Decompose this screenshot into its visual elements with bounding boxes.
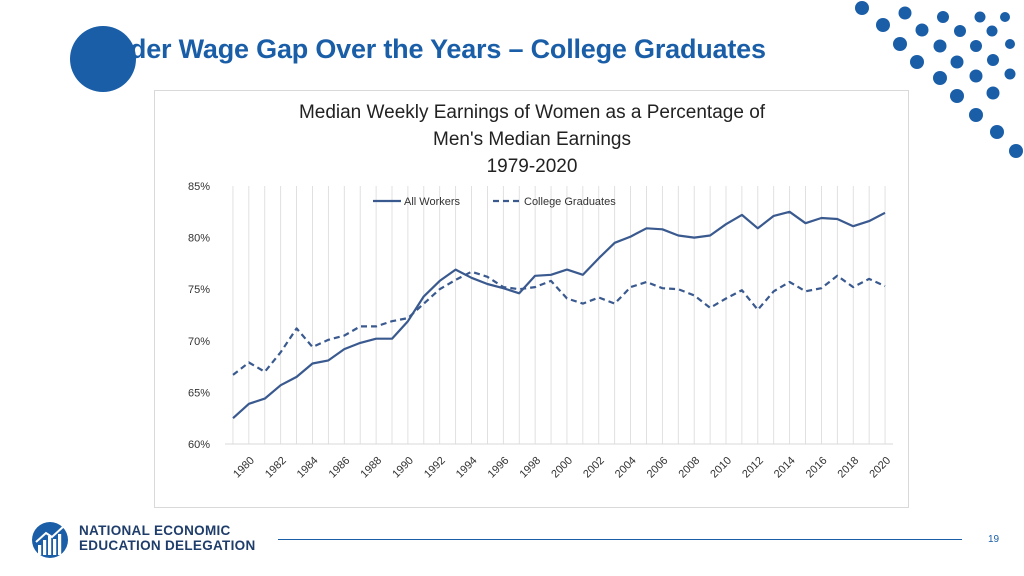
x-tick-label: 1998 — [517, 455, 543, 481]
decorative-dot — [990, 125, 1004, 139]
x-tick-label: 1996 — [486, 455, 512, 481]
x-tick-label: 2004 — [613, 455, 639, 481]
decorative-dot — [898, 6, 912, 20]
chart-title-line: Men's Median Earnings — [433, 129, 631, 150]
logo-line-2: EDUCATION DELEGATION — [79, 538, 256, 553]
logo-line-1: NATIONAL ECONOMIC — [79, 523, 231, 538]
y-tick-label: 60% — [188, 439, 210, 451]
x-axis: 1980 1982 1984 1986 1988 1990 1992 1994 1996 1998… — [231, 455, 893, 481]
x-tick-label: 2008 — [677, 455, 703, 481]
decorative-dot — [1000, 12, 1010, 22]
x-tick-label: 1980 — [231, 455, 257, 481]
decorative-dot — [986, 25, 998, 37]
decorative-dot — [915, 23, 929, 37]
legend-label: College Graduates — [524, 196, 616, 208]
decorative-dot — [893, 37, 907, 51]
x-tick-label: 1990 — [390, 455, 416, 481]
chart-title: Median Weekly Earnings of Women as a Per… — [299, 102, 766, 177]
decorative-dot — [950, 55, 964, 69]
x-tick-label: 1994 — [454, 455, 480, 481]
x-tick-label: 1986 — [327, 455, 353, 481]
chart-grid — [225, 186, 893, 445]
x-tick-label: 2002 — [581, 455, 607, 481]
decorative-dot — [950, 89, 964, 103]
page-number: 19 — [988, 534, 1000, 545]
all-workers-line — [232, 210, 886, 420]
x-tick-label: 2000 — [549, 455, 575, 481]
title-accent-circle — [70, 26, 136, 92]
legend-label: All Workers — [404, 196, 461, 208]
ned-logo-icon — [32, 522, 68, 558]
y-axis: 60% 65% 70% 75% 80% 85% — [188, 181, 210, 451]
x-tick-label: 1982 — [263, 455, 289, 481]
decorative-dot — [937, 11, 949, 23]
decorative-dot — [986, 86, 1000, 100]
decorative-dot — [910, 55, 924, 69]
y-tick-label: 65% — [188, 387, 210, 399]
decorative-dot — [1005, 39, 1015, 49]
x-tick-label: 1992 — [422, 455, 448, 481]
x-tick-label: 2014 — [772, 455, 798, 481]
y-tick-label: 70% — [188, 336, 210, 348]
decorative-dot — [974, 11, 986, 23]
chart-series — [232, 210, 886, 420]
decorative-dot — [970, 40, 982, 52]
decorative-dot — [969, 108, 983, 122]
decorative-dot — [954, 25, 966, 37]
decorative-dot — [933, 71, 947, 85]
decorative-dot — [855, 1, 869, 15]
college-graduates-line — [232, 270, 886, 376]
x-tick-label: 2012 — [740, 455, 766, 481]
x-tick-label: 2016 — [804, 455, 830, 481]
decorative-dot-pattern — [855, 1, 1023, 158]
chart-frame: 60% 65% 70% 75% 80% 85% 1980 1982 1984 1986 1988 1… — [154, 90, 909, 508]
decorative-dot — [933, 39, 947, 53]
x-tick-label: 1984 — [295, 455, 321, 481]
slide-title: Gender Wage Gap Over the Years – College… — [78, 34, 766, 64]
x-tick-label: 2020 — [867, 455, 893, 481]
decorative-dot — [876, 18, 890, 32]
decorative-dot — [987, 54, 999, 66]
footer-divider — [278, 539, 962, 540]
decorative-dot — [1009, 144, 1023, 158]
chart-title-line: 1979-2020 — [487, 156, 578, 177]
chart-title-line: Median Weekly Earnings of Women as a Per… — [299, 102, 766, 123]
x-tick-label: 1988 — [358, 455, 384, 481]
x-tick-label: 2006 — [645, 455, 671, 481]
chart-legend: All Workers College Graduates — [373, 196, 616, 208]
y-tick-label: 80% — [188, 233, 210, 245]
x-tick-label: 2010 — [708, 455, 734, 481]
x-tick-label: 2018 — [836, 455, 862, 481]
y-tick-label: 75% — [188, 284, 210, 296]
y-tick-label: 85% — [188, 181, 210, 193]
wage-gap-chart: 60%65%70%75%80%85% 1980 1982 1984 1986 1988 1… — [188, 102, 893, 481]
ned-logo-text: NATIONAL ECONOMIC EDUCATION DELEGATION — [79, 523, 256, 553]
decorative-dot — [1004, 68, 1016, 80]
decorative-dot — [969, 69, 983, 83]
